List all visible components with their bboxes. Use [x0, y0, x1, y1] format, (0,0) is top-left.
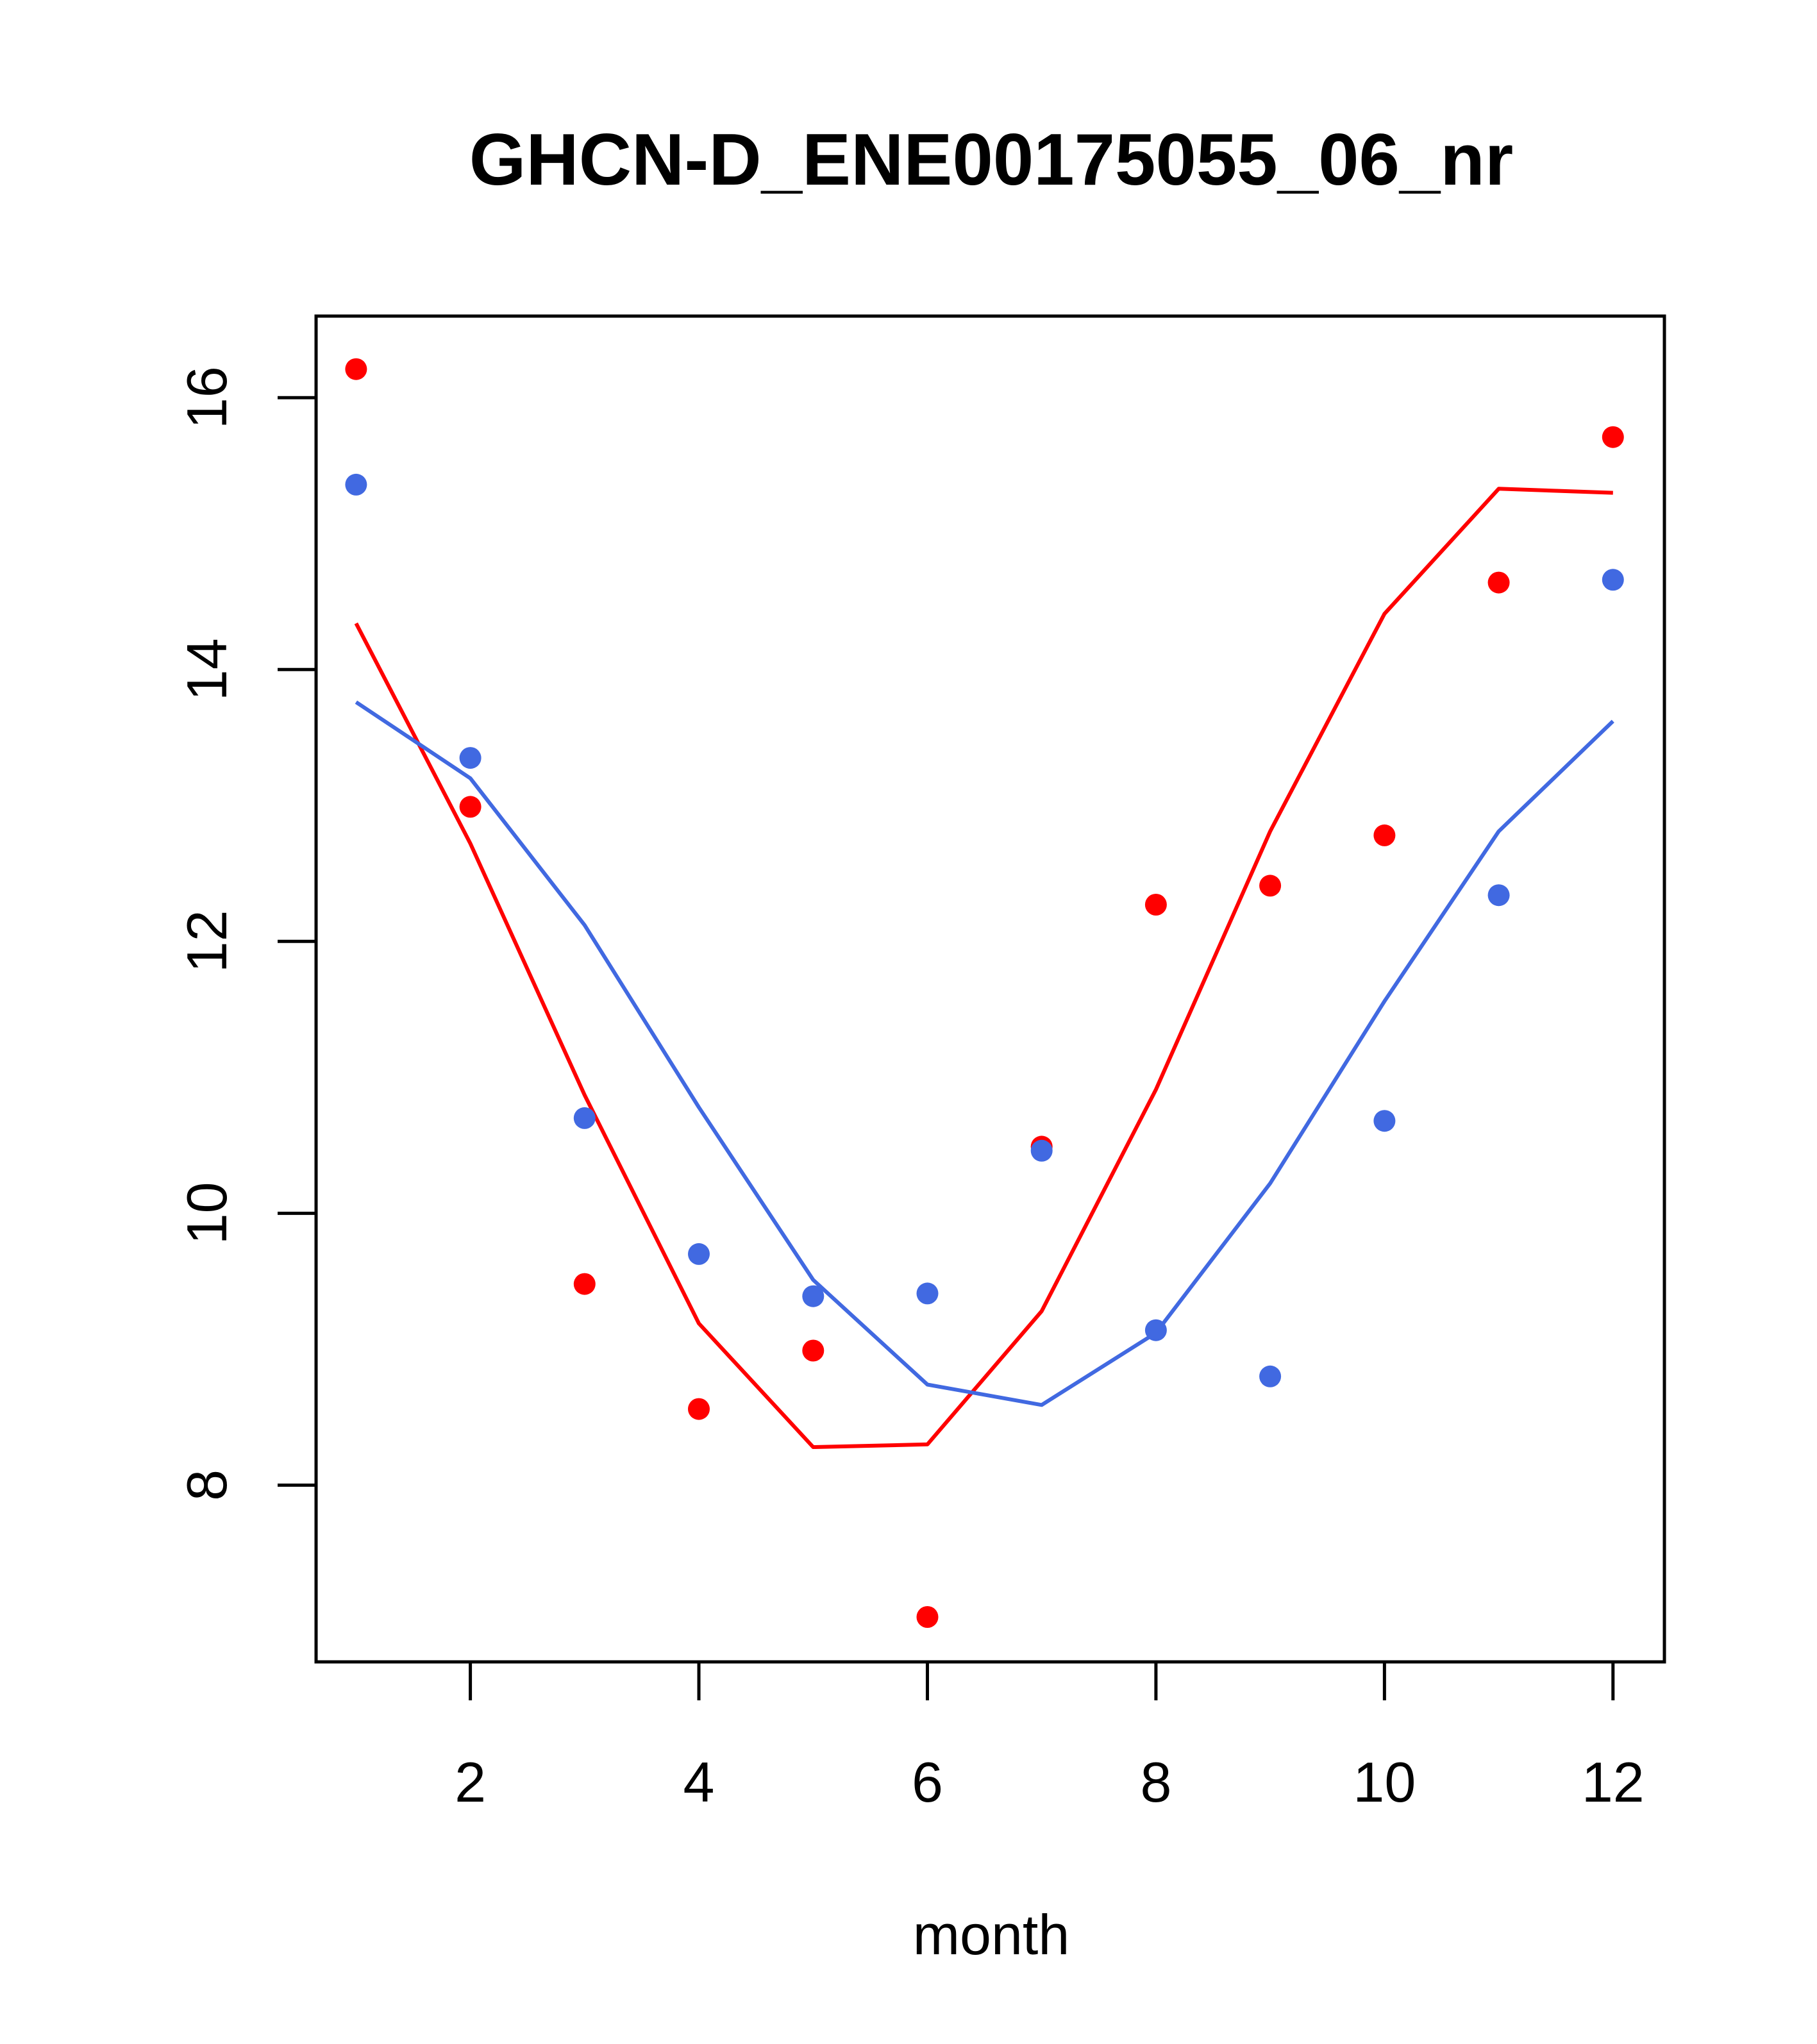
x-axis-label: month: [913, 1903, 1070, 1966]
x-tick-label-4: 4: [683, 1750, 715, 1814]
series-0-point-8: [1144, 894, 1167, 916]
series-0-point-3: [573, 1273, 596, 1295]
x-tick-label-10: 10: [1353, 1750, 1416, 1814]
series-0-point-1: [345, 358, 367, 380]
series-0-point-5: [802, 1339, 825, 1362]
series-1: [345, 473, 1624, 1407]
x-tick-label-2: 2: [455, 1750, 486, 1814]
series-1-point-8: [1144, 1319, 1167, 1341]
series-1-line: [355, 700, 1614, 1407]
series-0-point-11: [1487, 571, 1510, 594]
y-tick-label-10: 10: [175, 1182, 239, 1244]
series-0-point-12: [1602, 426, 1624, 448]
plot-frame: [314, 314, 1666, 1664]
series-1-point-9: [1259, 1365, 1282, 1387]
series-0-point-4: [688, 1398, 710, 1420]
x-axis: 2 4 6 8 10 12: [455, 1662, 1645, 1814]
y-tick-label-16: 16: [175, 366, 239, 429]
series-1-point-4: [688, 1243, 710, 1265]
series-0-point-2: [459, 796, 481, 818]
series-layer: [345, 358, 1624, 1628]
series-1-point-3: [573, 1107, 596, 1129]
series-0-point-6: [916, 1606, 939, 1628]
x-tick-label-6: 6: [912, 1750, 943, 1814]
series-0: [345, 358, 1624, 1628]
series-1-point-6: [916, 1282, 939, 1305]
series-0-line: [354, 487, 1613, 1449]
series-1-point-12: [1602, 569, 1624, 591]
series-1-point-1: [345, 473, 367, 496]
y-tick-label-14: 14: [175, 638, 239, 701]
series-1-point-5: [802, 1285, 825, 1307]
x-tick-label-12: 12: [1582, 1750, 1645, 1814]
y-tick-label-12: 12: [175, 910, 239, 973]
series-1-point-7: [1030, 1139, 1053, 1162]
y-tick-label-8: 8: [175, 1470, 239, 1501]
x-tick-label-8: 8: [1140, 1750, 1171, 1814]
series-1-point-10: [1373, 1110, 1396, 1132]
y-axis: 8 10 12 14 16: [175, 366, 316, 1501]
chart-title: GHCN-D_ENE00175055_06_nr: [469, 119, 1514, 201]
series-0-point-9: [1259, 875, 1282, 897]
series-0-point-10: [1373, 824, 1396, 846]
series-1-point-11: [1487, 884, 1510, 907]
series-1-point-2: [459, 747, 481, 769]
